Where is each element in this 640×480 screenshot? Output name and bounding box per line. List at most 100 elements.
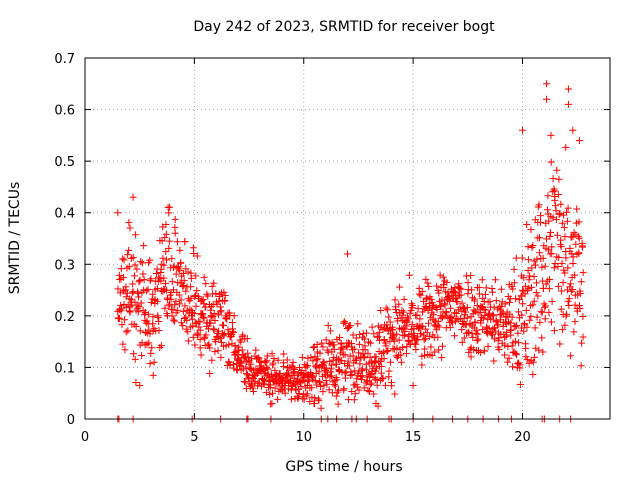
data-point	[506, 299, 514, 307]
x-tick-label: 15	[405, 430, 422, 445]
data-point	[352, 355, 360, 363]
data-point	[192, 272, 200, 280]
data-point	[345, 362, 353, 370]
data-point	[333, 376, 341, 384]
data-point	[532, 344, 540, 352]
data-point	[450, 288, 458, 296]
data-point	[279, 359, 287, 367]
data-point	[418, 287, 426, 295]
data-point	[182, 313, 190, 321]
data-point	[259, 375, 267, 383]
data-point	[221, 291, 229, 299]
data-point-outlier	[543, 95, 551, 103]
data-point	[138, 259, 146, 267]
data-point	[220, 288, 228, 296]
data-point	[417, 291, 425, 299]
data-point	[579, 333, 587, 341]
data-point	[463, 303, 471, 311]
data-point	[557, 236, 565, 244]
data-point	[256, 367, 264, 375]
data-point	[208, 356, 216, 364]
data-point	[154, 314, 162, 322]
data-point	[546, 276, 554, 284]
data-point	[316, 379, 324, 387]
data-point	[529, 370, 537, 378]
data-point	[298, 353, 306, 361]
data-point	[135, 303, 143, 311]
data-point	[244, 353, 252, 361]
data-point	[319, 358, 327, 366]
data-point	[176, 300, 184, 308]
data-point	[126, 295, 134, 303]
data-point	[359, 350, 367, 358]
data-point	[211, 316, 219, 324]
data-point	[171, 215, 179, 223]
data-point	[476, 348, 484, 356]
data-point	[427, 295, 435, 303]
data-point	[568, 233, 576, 241]
data-point	[325, 339, 333, 347]
data-point	[557, 200, 565, 208]
data-point	[551, 260, 559, 268]
data-point	[187, 269, 195, 277]
data-point	[367, 339, 375, 347]
data-point	[560, 224, 568, 232]
data-point	[547, 158, 555, 166]
data-point	[467, 271, 475, 279]
y-tick-label: 0.5	[54, 155, 75, 170]
data-point	[495, 345, 503, 353]
data-point	[530, 273, 538, 281]
data-point	[244, 371, 252, 379]
data-point	[316, 349, 324, 357]
data-point	[534, 292, 542, 300]
data-point	[508, 342, 516, 350]
data-point	[490, 357, 498, 365]
data-point	[144, 310, 152, 318]
data-point	[541, 262, 549, 270]
data-point	[214, 327, 222, 335]
data-point	[135, 278, 143, 286]
data-point	[507, 319, 515, 327]
data-point	[533, 255, 541, 263]
data-point	[374, 332, 382, 340]
data-point	[361, 335, 369, 343]
data-point	[565, 301, 573, 309]
data-point	[437, 314, 445, 322]
data-point	[423, 303, 431, 311]
data-point	[183, 316, 191, 324]
data-point	[174, 306, 182, 314]
data-point	[564, 204, 572, 212]
data-point	[380, 336, 388, 344]
data-point	[491, 276, 499, 284]
data-point	[435, 346, 443, 354]
data-point	[205, 340, 213, 348]
data-point	[145, 339, 153, 347]
data-point	[475, 283, 483, 291]
data-point	[407, 307, 415, 315]
data-point	[381, 381, 389, 389]
data-point	[577, 362, 585, 370]
data-point	[558, 326, 566, 334]
data-point	[538, 263, 546, 271]
data-point	[161, 304, 169, 312]
data-point	[528, 283, 536, 291]
data-point	[163, 256, 171, 264]
data-point	[391, 390, 399, 398]
data-point	[427, 343, 435, 351]
data-point	[218, 338, 226, 346]
data-point	[171, 229, 179, 237]
data-point	[340, 318, 348, 326]
data-point	[358, 372, 366, 380]
data-point	[354, 320, 362, 328]
data-point	[530, 353, 538, 361]
data-point	[325, 386, 333, 394]
data-point	[425, 283, 433, 291]
data-point-outlier	[129, 193, 137, 201]
data-point	[552, 202, 560, 210]
data-point	[141, 341, 149, 349]
data-point	[554, 282, 562, 290]
data-point	[557, 243, 565, 251]
data-point	[396, 283, 404, 291]
data-point	[527, 312, 535, 320]
data-point	[489, 311, 497, 319]
